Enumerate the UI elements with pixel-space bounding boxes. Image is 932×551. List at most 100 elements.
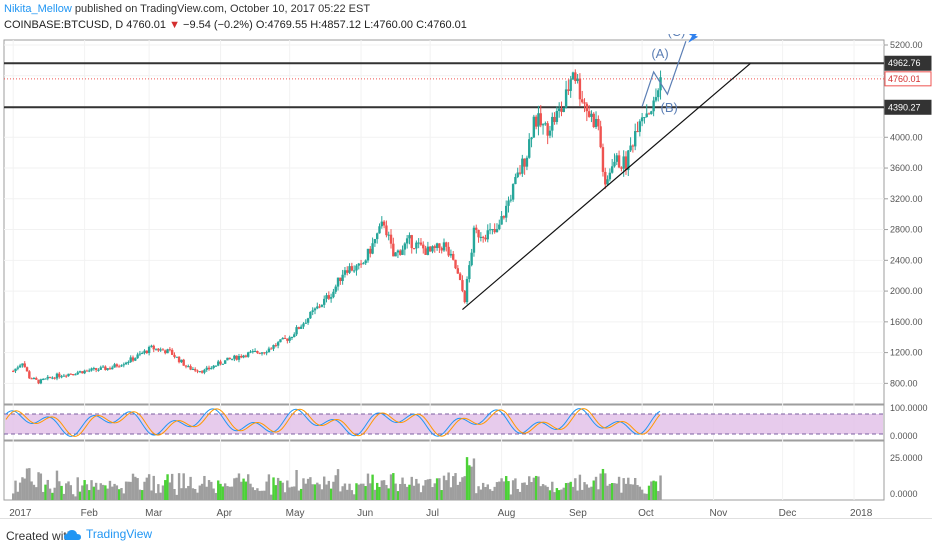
candle-body [175,356,178,358]
volume-bar [583,482,586,500]
volume-bar [316,482,319,500]
volume-bar [196,492,199,500]
open-label: O: [255,19,268,31]
candle-body [631,145,635,147]
candle-body [302,323,305,327]
volume-bar [405,486,409,500]
candle-body [640,117,644,122]
volume-bar [221,486,225,500]
candle-body [134,358,137,361]
candle-body [435,243,439,248]
volume-bar [177,473,181,500]
candle-body [41,378,45,380]
candle-body [111,367,114,370]
candle-body [318,306,321,308]
volume-bar [647,485,651,500]
volume-bar [230,486,234,500]
volume-bar [290,486,294,500]
candle-body [205,367,208,370]
candle-body [415,242,418,249]
candle-body [23,363,26,368]
volume-bar [223,483,227,500]
candle-body [297,327,301,329]
candle-body [498,224,501,230]
oscillator-panel-border [3,404,885,441]
candle-body [560,108,563,112]
candle-body [537,113,540,127]
candle-body [58,373,61,377]
candle-body [643,117,646,119]
candle-body [159,349,162,351]
volume-bar [251,487,254,500]
volume-bar [399,484,402,500]
volume-bar [610,483,614,500]
close-value: 4760.01 [427,19,467,31]
volume-bar [210,481,213,500]
symbol-name: COINBASE:BTCUSD, D [4,19,124,31]
candle-body [357,263,360,266]
volume-bar [237,473,241,500]
volume-bar [159,492,162,500]
volume-bar [544,485,547,500]
volume-bar [276,477,280,500]
volume-bar [631,484,635,500]
candle-body [44,378,47,380]
volume-bar [551,481,554,500]
candle-body [329,297,333,299]
volume-bar [336,469,340,500]
volume-bar [309,477,312,500]
volume-bar [604,473,607,500]
volume-bar [504,476,508,500]
volume-bar [571,486,575,500]
candle-body [452,253,455,260]
author-link[interactable]: Nikita_Mellow [4,3,72,15]
candle-body [629,145,632,151]
candle-body [194,369,197,371]
volume-bar [256,488,259,500]
candle-body [30,378,33,380]
candle-body [286,338,289,341]
y-tick-label: 3600.00 [890,163,923,173]
volume-bar [329,488,333,500]
candle-body [343,270,347,275]
volume-bar [214,492,218,500]
candle-body [263,352,266,354]
candle-body [270,348,273,350]
volume-bar [366,473,370,500]
volume-bar [64,483,68,500]
candle-body [364,260,367,264]
y-tick-label: 2800.00 [890,225,923,235]
volume-bar [288,487,291,500]
chart-area[interactable]: 2017 Feb Mar Apr May Jun Jul Aug Sep Oct Nov Dec 201… [0,34,932,518]
candle-body [385,225,388,236]
candle-body [117,366,121,368]
candle-body [104,366,107,370]
candle-body [164,350,167,354]
volume-bar [396,491,400,500]
volume-bar [645,493,648,500]
candle-body [288,337,291,341]
y-tick-label: 4000.00 [890,132,923,142]
volume-bar [548,490,552,500]
candle-body [548,130,552,136]
candle-body [463,290,466,303]
volume-bar [235,477,238,500]
candle-body [127,361,130,363]
stoch-d-line [5,408,661,437]
candle-body [223,360,227,364]
candle-body [143,350,146,354]
candle-body [293,334,296,338]
x-tick-label: May [286,508,305,518]
volume-bar [311,484,314,500]
candle-body [115,364,119,367]
candle-body [18,365,22,368]
volume-bar [493,486,496,500]
symbol-info: COINBASE:BTCUSD, D 4760.01 ▼ −9.54 (−0.2… [4,19,467,31]
volume-bar [74,496,77,500]
price-label-text: 4390.27 [888,102,921,112]
candle-body [136,354,139,359]
tradingview-logo[interactable]: TradingView [64,527,152,541]
candle-body [470,252,473,266]
volume-bar [352,494,356,500]
oscillator-tick-label: 0.0000 [890,431,918,441]
